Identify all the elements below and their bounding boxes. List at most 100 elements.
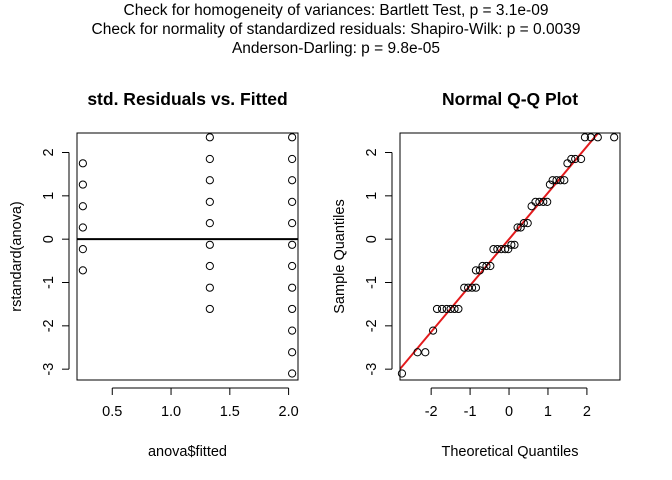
residuals-point-11 xyxy=(205,240,214,249)
qq-point-34 xyxy=(543,197,552,206)
qq-title: Normal Q-Q Plot xyxy=(442,89,578,109)
residuals-point-23 xyxy=(288,304,297,314)
qq-point-4 xyxy=(432,304,442,314)
qq-point-29 xyxy=(523,219,532,228)
residuals-point-13 xyxy=(205,283,214,292)
residuals-y-tick-label-4: 1 xyxy=(41,192,57,200)
qq-point-15 xyxy=(475,266,484,275)
residuals-point-18 xyxy=(288,197,297,206)
residuals-x-tick-label-2: 1.5 xyxy=(220,404,240,420)
qq-point-40 xyxy=(563,159,572,168)
residuals-x-tick-label-3: 2.0 xyxy=(279,404,299,420)
qq-point-7 xyxy=(446,304,455,314)
qq-point-47 xyxy=(610,133,619,142)
qq-point-37 xyxy=(552,176,561,185)
qq-point-17 xyxy=(482,261,491,271)
qq-y-tick-label-3: 0 xyxy=(364,235,380,243)
qq-point-31 xyxy=(531,197,540,206)
qq-point-14 xyxy=(471,266,481,275)
qq-point-0 xyxy=(397,369,407,378)
qq-point-13 xyxy=(471,283,481,292)
residuals-point-16 xyxy=(288,154,297,164)
qq-y-tick-label-2: -1 xyxy=(364,276,380,289)
qq-point-44 xyxy=(580,133,590,142)
residuals-point-5 xyxy=(78,266,87,275)
qq-point-18 xyxy=(486,261,495,271)
qq-point-26 xyxy=(513,223,522,232)
residuals-y-axis-label: rstandard(anova) xyxy=(9,201,25,311)
qq-point-1 xyxy=(413,348,422,357)
qq-point-25 xyxy=(510,240,519,249)
qq-point-32 xyxy=(535,197,544,206)
qq-point-28 xyxy=(519,219,528,228)
residuals-point-0 xyxy=(78,159,87,168)
qq-point-39 xyxy=(560,176,569,185)
header-line-anderson: Anderson-Darling: p = 9.8e-05 xyxy=(231,40,441,57)
qq-point-19 xyxy=(489,245,498,254)
qq-point-24 xyxy=(507,240,516,249)
residuals-point-26 xyxy=(288,369,297,378)
qq-point-41 xyxy=(567,154,576,164)
qq-point-5 xyxy=(437,304,447,314)
residuals-point-24 xyxy=(288,326,297,335)
qq-point-30 xyxy=(527,202,536,211)
qq-x-axis-label: Theoretical Quantiles xyxy=(441,444,578,460)
residuals-x-tick-label-1: 1.0 xyxy=(161,404,181,420)
residuals-point-8 xyxy=(205,176,214,185)
qq-point-35 xyxy=(545,180,555,189)
qq-panel: Normal Q-Q Plot -2 -1 0 1 2 Theoretical Quanti… xyxy=(332,89,621,460)
residuals-point-22 xyxy=(288,283,297,292)
residuals-point-15 xyxy=(288,133,297,142)
residuals-point-1 xyxy=(78,180,87,189)
header-line-bartlett: Check for homogeneity of variances: Bart… xyxy=(123,2,549,19)
qq-point-43 xyxy=(576,154,586,164)
qq-x-tick-label-3: 1 xyxy=(544,404,552,420)
qq-reference-line xyxy=(400,133,600,371)
residuals-point-10 xyxy=(205,219,214,228)
residuals-y-tick-label-0: -3 xyxy=(41,363,57,376)
qq-point-3 xyxy=(428,326,438,335)
residuals-point-9 xyxy=(205,197,214,206)
residuals-y-tick-label-5: 2 xyxy=(41,148,57,156)
qq-point-16 xyxy=(478,261,487,271)
residuals-x-axis-label: anova$fitted xyxy=(148,444,227,460)
qq-point-9 xyxy=(454,304,463,314)
residuals-point-3 xyxy=(78,223,87,232)
qq-point-11 xyxy=(464,283,473,292)
residuals-point-25 xyxy=(288,348,297,357)
residuals-point-2 xyxy=(78,202,87,211)
residuals-point-4 xyxy=(78,245,87,254)
qq-point-46 xyxy=(593,133,602,142)
qq-y-axis-label: Sample Quantiles xyxy=(332,199,348,313)
residuals-panel: std. Residuals vs. Fitted 0.5 1.0 1.5 2.0 ano… xyxy=(9,89,299,460)
qq-y-tick-label-5: 2 xyxy=(364,148,380,156)
qq-plot-frame xyxy=(399,132,621,381)
residuals-point-6 xyxy=(205,133,214,142)
qq-point-2 xyxy=(421,348,430,357)
residuals-y-tick-label-1: -2 xyxy=(41,319,57,332)
residuals-point-19 xyxy=(288,219,297,228)
qq-y-tick-label-1: -2 xyxy=(364,319,380,332)
qq-x-tick-label-4: 2 xyxy=(583,404,591,420)
residuals-x-tick-label-0: 0.5 xyxy=(102,404,122,420)
qq-point-22 xyxy=(501,245,510,254)
residuals-y-tick-label-2: -1 xyxy=(41,276,57,289)
residuals-title: std. Residuals vs. Fitted xyxy=(87,89,287,109)
residuals-point-14 xyxy=(205,304,214,314)
qq-point-12 xyxy=(467,283,477,292)
qq-x-tick-label-2: 0 xyxy=(505,404,513,420)
qq-point-36 xyxy=(548,176,557,185)
residuals-point-21 xyxy=(288,261,297,271)
header-line-shapiro: Check for normality of standardized resi… xyxy=(91,21,581,38)
qq-point-33 xyxy=(539,197,548,206)
qq-point-10 xyxy=(460,283,469,292)
residuals-point-17 xyxy=(288,176,297,185)
residuals-point-12 xyxy=(205,261,214,271)
residuals-plot-frame xyxy=(76,132,299,381)
qq-point-38 xyxy=(556,176,565,185)
residuals-y-tick-label-3: 0 xyxy=(41,235,57,243)
qq-y-tick-label-4: 1 xyxy=(364,192,380,200)
qq-point-42 xyxy=(571,154,580,164)
qq-point-6 xyxy=(442,304,451,314)
